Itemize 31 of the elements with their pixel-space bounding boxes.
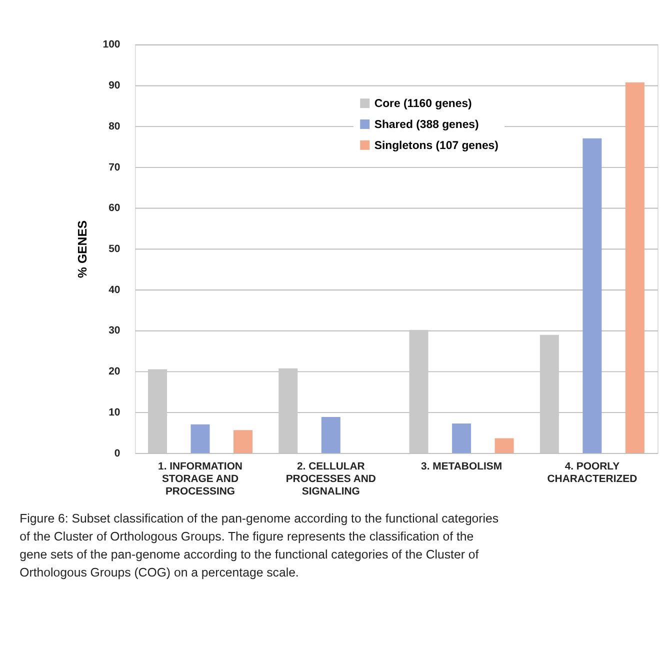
bar (409, 330, 428, 453)
legend-label: Core (1160 genes) (374, 98, 472, 110)
legend-label: Singletons (107 genes) (374, 140, 499, 152)
y-tick-label: 40 (108, 284, 120, 296)
y-tick-label: 30 (108, 326, 120, 337)
bar (190, 424, 210, 453)
x-tick-label: 2. CELLULAR PROCESSES AND SIGNALING (286, 462, 376, 498)
x-tick-label: 4. POORLY CHARACTERIZED (547, 462, 638, 485)
y-tick-label: 50 (108, 244, 120, 255)
bar (148, 369, 167, 453)
y-tick-label: 10 (108, 407, 120, 418)
y-tick-label: 80 (108, 121, 120, 132)
y-tick-label: 20 (108, 366, 120, 378)
bar (278, 368, 298, 453)
bar (234, 430, 252, 453)
y-tick-label: 0 (114, 448, 120, 460)
legend-label: Shared (388 genes) (374, 119, 480, 131)
y-tick-label: 100 (102, 40, 120, 51)
y-tick-label: 90 (108, 80, 120, 92)
x-tick-label: 3. METABOLISM (421, 462, 502, 473)
y-axis-title: % GENES (76, 220, 90, 278)
bar (540, 334, 559, 453)
y-tick-label: 70 (108, 162, 120, 174)
bar (582, 138, 602, 453)
bar (494, 438, 514, 453)
bar (452, 424, 472, 453)
bar (625, 82, 644, 453)
y-tick-label: 60 (108, 203, 120, 214)
x-tick-label: 1. INFORMATION STORAGE AND PROCESSING (158, 462, 242, 498)
caption: Figure 6: Subset classification of the pan-genome according to the functional categories of the Cluster of Orthologous Groups. The figure represents the classification of the gene sets of the pan-genome according to the functional categories of the Cluster of Orthologous Groups (COG) on a percentage scale. (20, 511, 499, 580)
bar (321, 416, 340, 453)
